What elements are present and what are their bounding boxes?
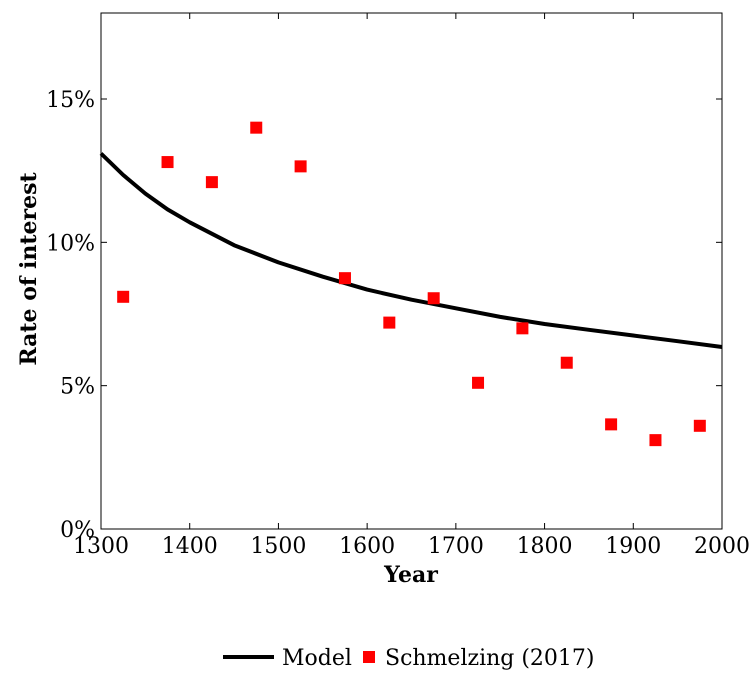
plot-border (100, 12, 723, 530)
schmelzing-point (472, 376, 485, 389)
model-line (99, 152, 723, 349)
y-tick-label: 5% (60, 375, 95, 400)
legend-schmelzing-label: Schmelzing (2017) (385, 646, 595, 671)
x-tick-label: 1600 (339, 534, 395, 559)
schmelzing-point (427, 292, 440, 305)
y-tick-label: 0% (60, 518, 95, 543)
schmelzing-point (605, 418, 618, 431)
x-tick-label: 1400 (162, 534, 218, 559)
x-axis-title: Year (383, 562, 438, 588)
y-tick-label: 15% (46, 88, 95, 113)
x-tick-label: 1900 (605, 534, 661, 559)
series-layer (99, 121, 723, 447)
legend-schmelzing-swatch (363, 651, 375, 663)
schmelzing-point (205, 176, 218, 189)
schmelzing-point (516, 322, 529, 335)
x-tick-label: 2000 (694, 534, 750, 559)
legend-model-label: Model (282, 646, 352, 671)
schmelzing-point (383, 316, 396, 329)
schmelzing-point (117, 290, 130, 303)
schmelzing-point (649, 434, 662, 447)
schmelzing-point (161, 156, 174, 169)
schmelzing-point (294, 160, 307, 173)
plot-frame (100, 12, 723, 530)
schmelzing-point (693, 419, 706, 432)
schmelzing-point (338, 272, 351, 285)
x-axis-ticks: 1300 1400 1500 1600 1700 1800 1900 2000 (73, 13, 750, 559)
y-tick-label: 10% (46, 231, 95, 256)
schmelzing-point (560, 356, 573, 369)
x-tick-label: 1700 (428, 534, 484, 559)
x-tick-label: 1300 (73, 534, 129, 559)
x-tick-label: 1500 (250, 534, 306, 559)
x-tick-label: 1800 (517, 534, 573, 559)
schmelzing-point (250, 121, 263, 134)
y-axis-ticks: 0% 5% 10% 15% (46, 88, 722, 543)
y-axis-title: Rate of interest (16, 172, 42, 366)
legend: Model Schmelzing (2017) (223, 646, 595, 671)
